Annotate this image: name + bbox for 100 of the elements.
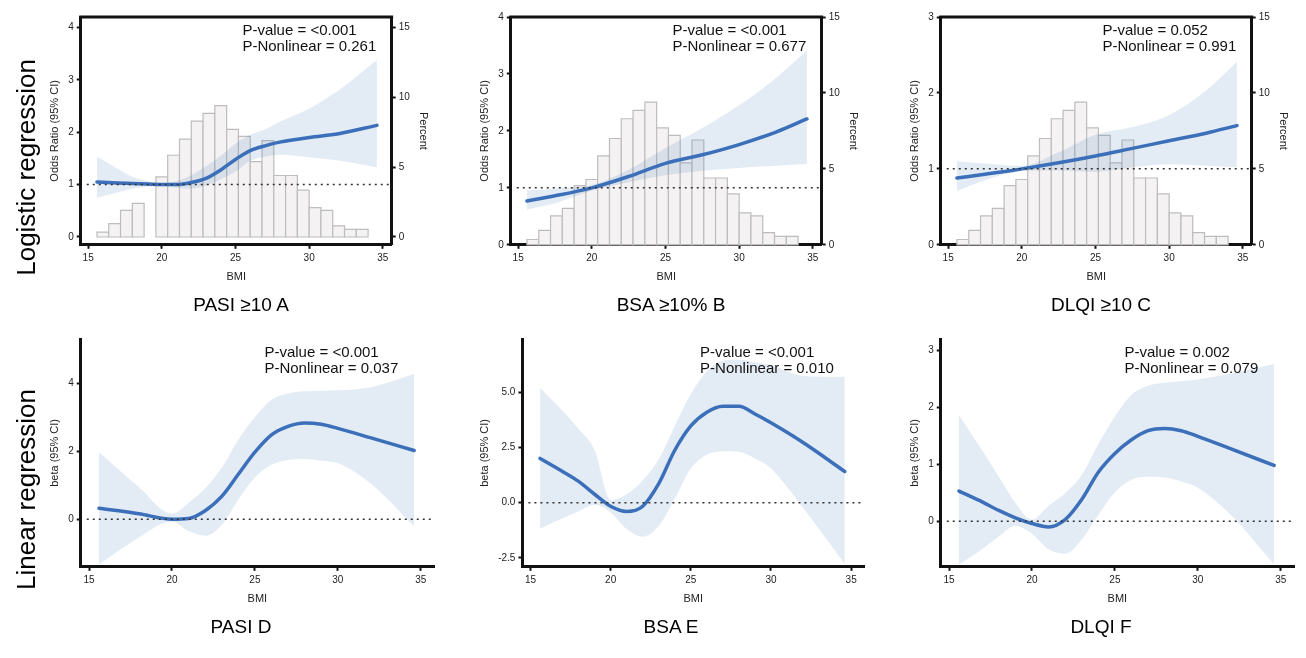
annotation: P-Nonlinear = 0.037	[264, 358, 399, 376]
y-tick-label: 3	[498, 67, 505, 79]
y2-tick-label: 5	[398, 160, 405, 172]
text: BSA ≥10% B	[615, 294, 727, 316]
y2-axis-title: Percent	[1278, 111, 1291, 150]
x-tick-label: 20	[1026, 573, 1038, 585]
x-tick-label: 15	[512, 251, 525, 263]
text: DLQI ≥10 C	[1049, 294, 1153, 316]
annotation: P-Nonlinear = 0.261	[242, 36, 377, 54]
y-tick-label: 5.0	[501, 385, 516, 397]
y2-tick-label: 0	[828, 238, 835, 250]
x-tick-label: 20	[605, 573, 617, 585]
x-tick-label: 35	[807, 251, 819, 263]
line-series	[525, 117, 809, 203]
x-axis-title: BMI	[1086, 270, 1106, 283]
x-tick-label: 30	[332, 573, 344, 585]
y-tick-label: -2.5	[498, 551, 516, 563]
y2-tick-label: 5	[828, 162, 835, 174]
x-tick-label: 30	[1192, 573, 1204, 585]
annotation: P-Nonlinear = 0.079	[1124, 358, 1259, 376]
annotation: P-Nonlinear = 0.991	[1102, 36, 1237, 54]
x-tick-label: 35	[1275, 573, 1287, 585]
annotation: P-value = <0.001	[672, 20, 787, 38]
x-tick-label: 25	[1109, 573, 1121, 585]
y-tick-label: 0	[928, 238, 935, 250]
x-axis-title: BMI	[1107, 592, 1128, 605]
x-tick-label: 30	[765, 573, 777, 585]
x-tick-label: 35	[377, 251, 389, 263]
y-axis-title: Odds Ratio (95% CI)	[907, 80, 920, 182]
y-tick-label: 0	[68, 512, 75, 524]
line-series	[955, 123, 1239, 180]
y-tick-label: 1	[928, 458, 935, 470]
y-axis-title: beta (95% CI)	[477, 418, 490, 487]
y-axis-title: Odds Ratio (95% CI)	[477, 80, 490, 182]
y-tick-label: 2.5	[501, 441, 516, 453]
y2-axis-title: Percent	[418, 111, 431, 150]
x-tick-label: 30	[733, 251, 746, 263]
x-tick-label: 15	[942, 251, 955, 263]
y-tick-label: 2	[928, 86, 935, 98]
y2-tick-label: 15	[828, 10, 841, 22]
y2-tick-label: 15	[398, 21, 411, 33]
y-tick-label: 0	[68, 230, 75, 242]
annotation: P-Nonlinear = 0.677	[672, 36, 807, 54]
y-tick-label: 0	[928, 514, 935, 526]
y-tick-label: 2	[68, 125, 75, 137]
annotation: P-value = 0.002	[1124, 342, 1230, 360]
text: Linear regression	[10, 388, 42, 590]
y-tick-label: 1	[498, 181, 505, 193]
x-tick-label: 30	[1163, 251, 1176, 263]
y-tick-label: 1	[928, 162, 935, 174]
annotation: P-value = <0.001	[242, 20, 357, 38]
y-tick-label: 2	[68, 444, 75, 456]
y-tick-label: 3	[928, 10, 935, 22]
annotation: P-value = <0.001	[700, 342, 815, 360]
text: Logistic regression	[10, 58, 42, 276]
annotation: P-value = <0.001	[264, 342, 379, 360]
y-tick-label: 3	[928, 344, 935, 356]
x-axis-title: BMI	[656, 270, 676, 283]
x-tick-label: 25	[659, 251, 672, 263]
x-axis-title: BMI	[226, 270, 246, 283]
x-tick-label: 15	[83, 573, 96, 585]
text: PASI ≥10 A	[192, 294, 290, 316]
y-tick-label: 4	[498, 10, 505, 22]
line-series	[538, 404, 847, 514]
y-axis-title: beta (95% CI)	[47, 418, 60, 487]
x-tick-label: 30	[303, 251, 316, 263]
x-tick-label: 25	[1089, 251, 1102, 263]
x-tick-label: 20	[156, 251, 168, 263]
x-tick-label: 25	[229, 251, 242, 263]
y2-tick-label: 10	[398, 91, 411, 103]
annotation: P-Nonlinear = 0.010	[700, 358, 834, 376]
x-tick-label: 20	[586, 251, 598, 263]
text: DLQI F	[1069, 616, 1133, 638]
y2-tick-label: 0	[1258, 238, 1265, 250]
y2-tick-label: 15	[1258, 10, 1271, 22]
x-tick-label: 20	[166, 573, 178, 585]
y-tick-label: 4	[68, 376, 75, 388]
y-axis-title: Odds Ratio (95% CI)	[47, 80, 60, 182]
y-tick-label: 2	[498, 124, 505, 136]
annotation: P-value = 0.052	[1102, 20, 1208, 38]
x-tick-label: 15	[943, 573, 956, 585]
y-tick-label: 0.0	[501, 496, 516, 508]
y-tick-label: 4	[68, 21, 75, 33]
y-axis-title: beta (95% CI)	[907, 418, 920, 487]
x-tick-label: 25	[249, 573, 261, 585]
line-series	[957, 426, 1276, 529]
x-tick-label: 25	[685, 573, 697, 585]
x-tick-label: 35	[1237, 251, 1249, 263]
text: BSA E	[642, 616, 700, 638]
y2-tick-label: 10	[1258, 86, 1271, 98]
text: PASI D	[209, 616, 273, 638]
x-axis-title: BMI	[247, 592, 268, 605]
y2-tick-label: 0	[398, 230, 405, 242]
y-tick-label: 3	[68, 73, 75, 85]
line-series	[95, 123, 379, 187]
x-tick-label: 35	[845, 573, 858, 585]
x-tick-label: 15	[82, 251, 95, 263]
y-tick-label: 1	[68, 178, 75, 190]
x-tick-label: 15	[524, 573, 537, 585]
y-tick-label: 2	[928, 401, 935, 413]
